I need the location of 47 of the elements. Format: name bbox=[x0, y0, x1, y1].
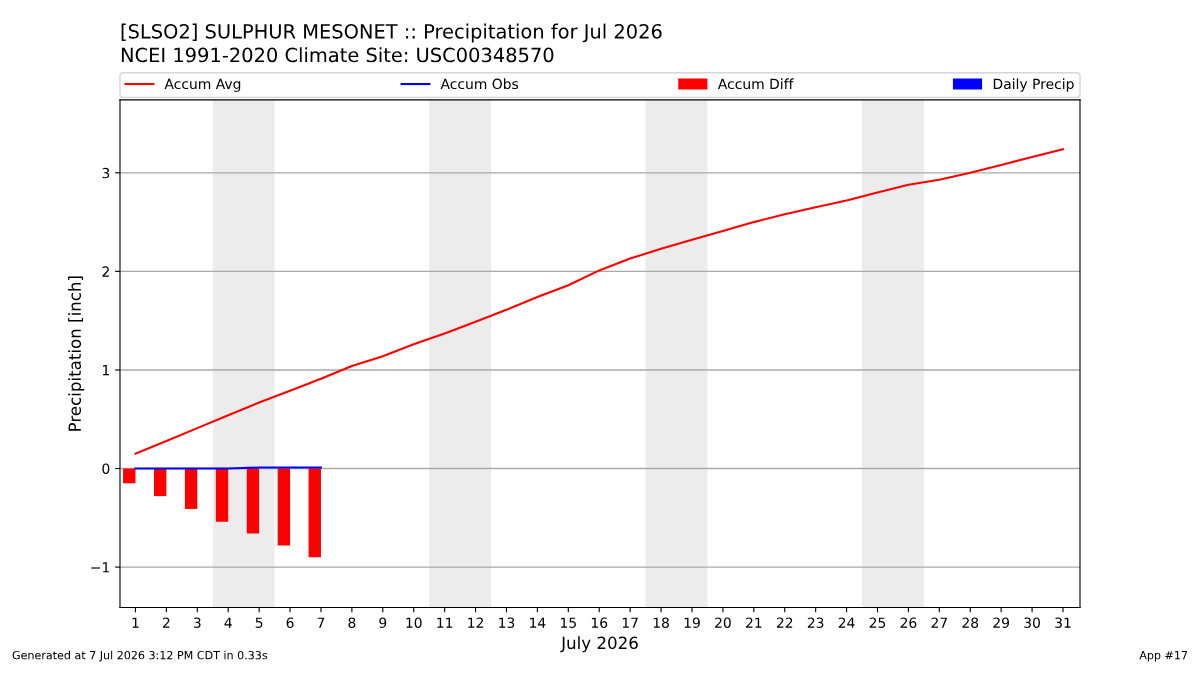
chart-subtitle: NCEI 1991-2020 Climate Site: USC00348570 bbox=[121, 47, 554, 63]
x-tick-label: 28 bbox=[962, 617, 979, 628]
y-axis-title: Precipitation [inch] bbox=[68, 276, 85, 431]
x-tick-label: 22 bbox=[776, 617, 793, 628]
x-tick-label: 24 bbox=[838, 617, 855, 628]
y-tick-label: −1 bbox=[91, 562, 109, 573]
x-tick-label: 25 bbox=[869, 617, 886, 628]
x-tick-label: 7 bbox=[317, 617, 325, 628]
x-tick-label: 13 bbox=[499, 617, 515, 628]
text: App #17 bbox=[1139, 651, 1188, 662]
x-tick-label: 19 bbox=[684, 617, 700, 628]
x-tick-label: 4 bbox=[224, 617, 232, 628]
line-series bbox=[134, 148, 1065, 455]
chart-title: [SLSO2] SULPHUR MESONET :: Precipitation for Jul 2026 bbox=[121, 23, 662, 43]
x-tick-label: 11 bbox=[437, 617, 453, 628]
x-tick-label: 30 bbox=[1024, 617, 1040, 628]
x-tick-label: 15 bbox=[561, 617, 576, 628]
x-tick-label: 18 bbox=[653, 617, 669, 628]
x-tick-label: 10 bbox=[406, 617, 422, 628]
x-tick-label: 17 bbox=[622, 617, 638, 628]
x-tick-label: 5 bbox=[255, 617, 263, 628]
x-axis-title: July 2026 bbox=[560, 636, 638, 653]
x-tick-label: 3 bbox=[193, 617, 201, 628]
x-tick-label: 12 bbox=[468, 617, 483, 628]
legend-label: Accum Avg bbox=[164, 78, 241, 92]
legend-label: Accum Diff bbox=[717, 78, 794, 90]
x-tick-label: 20 bbox=[715, 617, 731, 628]
y-tick-label: 3 bbox=[102, 167, 110, 179]
x-tick-label: 6 bbox=[286, 617, 294, 628]
legend-label: Accum Obs bbox=[440, 78, 519, 90]
text: Generated at 7 Jul 2026 3:12 PM CDT in 0.33s bbox=[12, 650, 268, 662]
x-tick-label: 29 bbox=[993, 617, 1010, 628]
x-tick-label: 1 bbox=[132, 617, 139, 628]
x-tick-label: 31 bbox=[1055, 617, 1071, 628]
x-tick-label: 16 bbox=[591, 617, 608, 628]
x-tick-label: 8 bbox=[348, 617, 356, 628]
x-tick-label: 26 bbox=[900, 617, 917, 628]
x-tick-label: 9 bbox=[379, 617, 387, 628]
y-tick-label: 2 bbox=[102, 266, 109, 277]
x-tick-label: 27 bbox=[931, 617, 947, 628]
x-tick-label: 23 bbox=[807, 617, 824, 628]
x-tick-label: 14 bbox=[530, 617, 546, 628]
y-tick-label: 1 bbox=[102, 365, 109, 376]
x-tick-label: 2 bbox=[162, 617, 170, 628]
legend-label: Daily Precip bbox=[993, 78, 1074, 92]
y-tick-label: 0 bbox=[102, 463, 110, 474]
x-tick-label: 21 bbox=[746, 617, 762, 628]
